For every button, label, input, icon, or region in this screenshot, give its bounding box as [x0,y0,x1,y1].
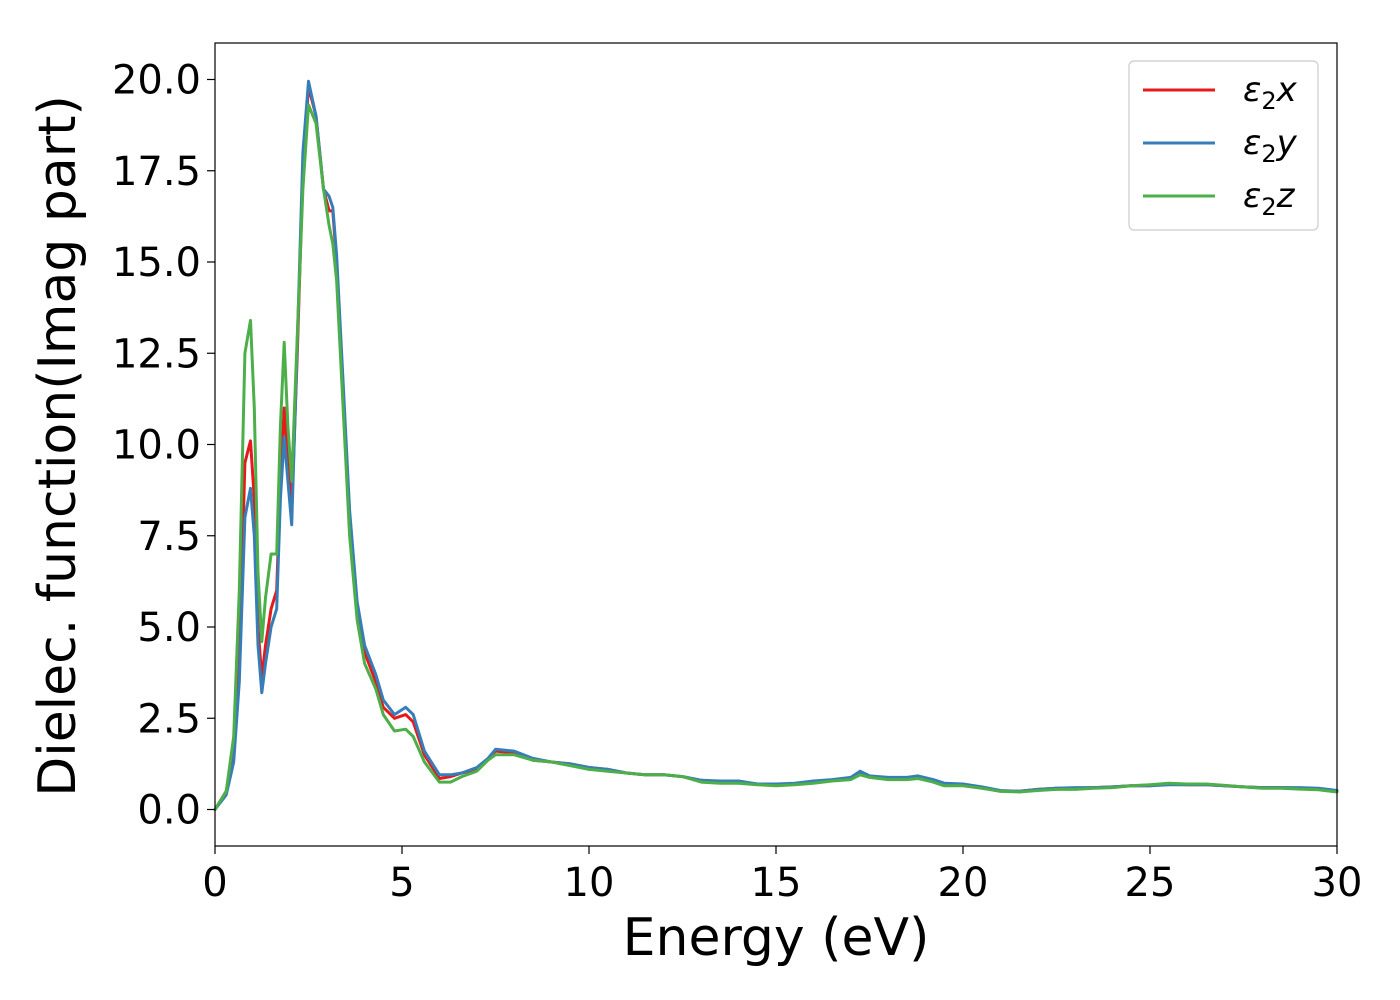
legend-label-y: ε2y [1243,123,1298,168]
legend: ε2x ε2y ε2z [1128,60,1319,231]
y-tick-label: 7.5 [137,514,201,560]
x-tick-label: 0 [202,860,227,906]
legend-label-z: ε2z [1243,176,1296,221]
y-axis: 0.0 2.5 5.0 7.5 10.0 12.5 15.0 17.5 20.0 [112,58,215,834]
legend-box [1128,60,1319,231]
x-tick-label: 20 [938,860,989,906]
x-tick-label: 5 [389,860,414,906]
series-line-y [213,79,1339,811]
x-axis: 0 5 10 15 20 25 30 [202,846,1362,906]
y-tick-label: 5.0 [137,605,201,651]
y-tick-label: 15.0 [112,240,201,286]
y-axis-title: Dielec. function(Imag part) [28,95,88,797]
x-tick-label: 30 [1312,860,1363,906]
legend-label-x: ε2x [1243,70,1298,115]
y-tick-label: 12.5 [112,331,201,377]
series-line-z [213,103,1339,811]
y-tick-label: 10.0 [112,423,201,469]
x-tick-label: 15 [751,860,802,906]
x-tick-label: 25 [1125,860,1176,906]
series-layer [213,79,1339,811]
x-axis-title: Energy (eV) [623,908,930,968]
y-tick-label: 0.0 [137,788,201,834]
x-tick-label: 10 [564,860,615,906]
y-tick-label: 17.5 [112,149,201,195]
y-tick-label: 2.5 [137,696,201,742]
y-tick-label: 20.0 [112,58,201,104]
